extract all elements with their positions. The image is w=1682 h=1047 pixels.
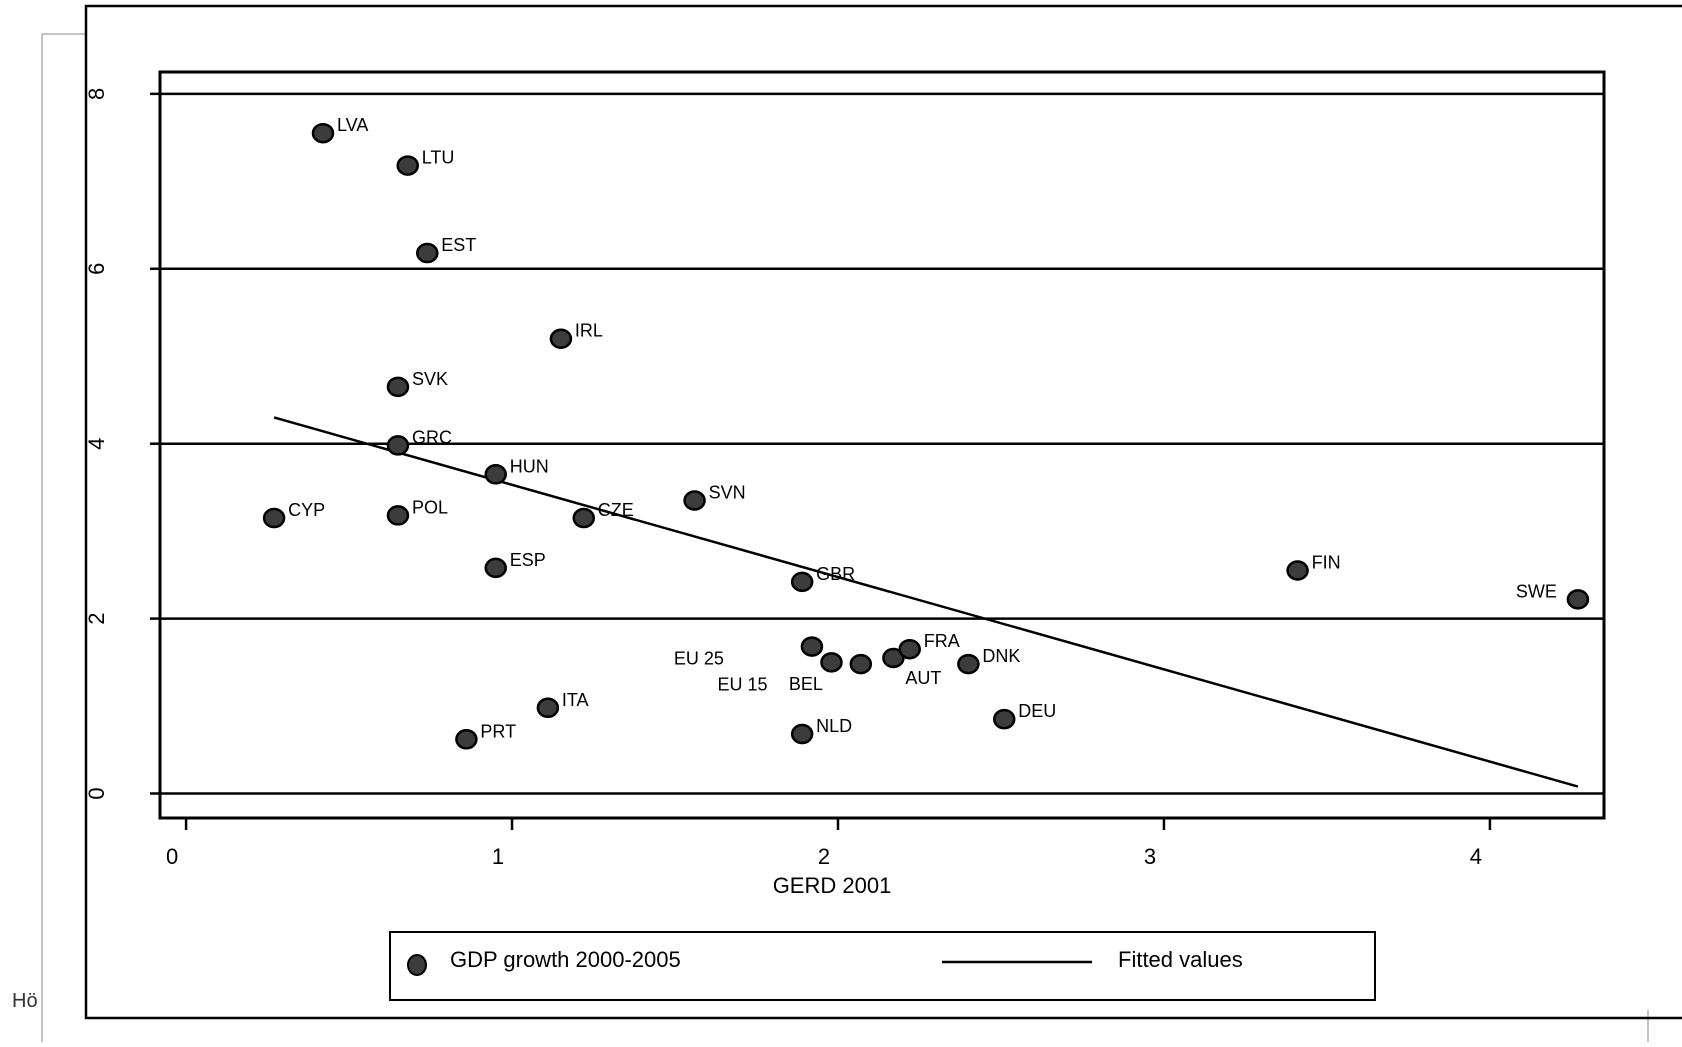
data-point-prt: PRT [455, 721, 516, 750]
data-point-grc: GRC [386, 427, 452, 456]
point-marker [1286, 560, 1309, 581]
x-axis-label: GERD 2001 [773, 873, 892, 898]
data-point-fin: FIN [1286, 552, 1341, 581]
point-marker [386, 376, 410, 398]
legend-label-fitted-values: Fitted values [1118, 947, 1243, 972]
point-marker [898, 638, 921, 660]
y-tick-label: 8 [84, 88, 109, 100]
data-point-ltu: LTU [396, 148, 455, 176]
x-axis: 0 1 2 3 4 [166, 818, 1492, 869]
point-marker [311, 122, 335, 144]
point-label: BEL [789, 674, 823, 694]
point-marker [849, 653, 873, 675]
point-label: HUN [510, 456, 549, 476]
data-point-fra: FRA [898, 631, 960, 660]
point-marker [536, 697, 560, 719]
data-point-irl: IRL [549, 321, 603, 349]
point-label: EST [441, 235, 476, 255]
data-point-pol: POL [386, 497, 448, 526]
point-marker [572, 507, 595, 529]
legend-marker-icon [407, 954, 427, 976]
point-marker [484, 464, 507, 485]
point-marker [549, 328, 573, 349]
point-marker [396, 155, 419, 176]
point-label: DEU [1018, 701, 1056, 721]
point-label: FRA [924, 631, 960, 651]
point-label: SWE [1516, 581, 1557, 601]
point-label: LTU [422, 148, 455, 168]
point-label: SVK [412, 369, 448, 389]
data-point-deu: DEU [992, 701, 1056, 730]
point-marker [957, 653, 980, 675]
y-axis: 0 2 4 6 8 [84, 88, 160, 800]
point-label: CZE [598, 500, 634, 520]
edge-text-fragment: Hö [12, 990, 38, 1012]
legend-box [389, 931, 1376, 1001]
point-marker [386, 435, 410, 456]
data-point-svn: SVN [683, 483, 746, 511]
legend-label-gdp-growth: GDP growth 2000-2005 [450, 947, 681, 972]
data-point-est: EST [416, 235, 476, 264]
point-label: PRT [480, 721, 516, 741]
point-label: CYP [288, 500, 325, 520]
point-label: ITA [562, 690, 589, 710]
figure-border [84, 4, 1682, 1020]
point-marker [416, 242, 439, 264]
point-label: EU 25 [674, 649, 724, 669]
data-point-cyp: CYP [262, 500, 325, 529]
data-point-lva: LVA [311, 115, 368, 144]
y-tick-label: 2 [84, 612, 109, 624]
data-point-eu-25: EU 25 [674, 636, 824, 669]
point-marker [790, 571, 814, 593]
data-point-aut: AUT [882, 647, 941, 688]
data-point-nld: NLD [790, 716, 852, 745]
data-point-svk: SVK [386, 369, 448, 398]
y-tick-label: 0 [84, 787, 109, 799]
point-label: ESP [510, 550, 546, 570]
data-point-bel: BEL [789, 653, 873, 694]
data-point-ita: ITA [536, 690, 589, 719]
point-label: FIN [1312, 552, 1341, 572]
point-label: GBR [816, 564, 855, 584]
point-marker [1566, 589, 1590, 610]
point-marker [790, 723, 814, 745]
point-label: GRC [412, 427, 452, 447]
data-point-cze: CZE [572, 500, 634, 529]
point-marker [820, 652, 843, 673]
point-label: DNK [982, 646, 1020, 666]
x-tick-label: 1 [492, 844, 504, 869]
point-label: SVN [709, 483, 746, 503]
point-label: NLD [816, 716, 852, 736]
point-marker [683, 490, 706, 511]
point-label: LVA [337, 115, 368, 135]
x-tick-label: 0 [166, 844, 178, 869]
point-marker [262, 507, 286, 529]
point-marker [484, 557, 507, 579]
y-tick-label: 6 [84, 263, 109, 275]
point-marker [800, 636, 824, 657]
data-point-hun: HUN [484, 456, 549, 485]
point-label: EU 15 [717, 674, 767, 694]
point-label: IRL [575, 321, 603, 341]
x-tick-label: 2 [818, 844, 830, 869]
point-marker [386, 505, 410, 526]
data-point-gbr: GBR [790, 564, 855, 593]
point-label: AUT [905, 668, 941, 688]
legend: GDP growth 2000-2005 Fitted values [389, 931, 1376, 1001]
data-point-swe: SWE [1516, 581, 1590, 610]
data-point-dnk: DNK [957, 646, 1020, 675]
data-point-esp: ESP [484, 550, 546, 579]
point-label: POL [412, 497, 448, 517]
data-points: LVA LTU EST IRL SVK GRC HUN SVN CYP POL CZE ESP GBR F… [262, 115, 1590, 750]
data-point-eu-15: EU 15 [717, 652, 843, 694]
plot-area [158, 70, 1606, 820]
x-tick-label: 3 [1144, 844, 1156, 869]
point-marker [992, 708, 1016, 730]
point-marker [455, 729, 478, 750]
x-tick-label: 4 [1470, 844, 1482, 869]
y-tick-label: 4 [84, 438, 109, 450]
point-marker [882, 647, 905, 669]
